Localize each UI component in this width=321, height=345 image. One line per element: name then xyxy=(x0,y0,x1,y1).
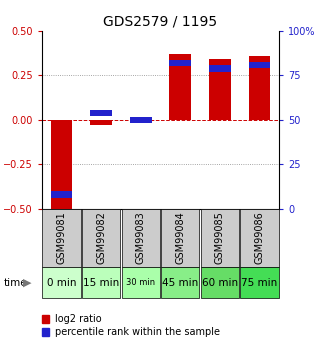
Text: time: time xyxy=(3,278,27,288)
Text: 75 min: 75 min xyxy=(241,278,278,288)
Bar xyxy=(90,110,112,116)
Bar xyxy=(51,191,73,198)
Text: ▶: ▶ xyxy=(23,278,32,288)
Text: 30 min: 30 min xyxy=(126,278,155,287)
Title: GDS2579 / 1195: GDS2579 / 1195 xyxy=(103,14,218,29)
Bar xyxy=(169,54,191,120)
Text: 60 min: 60 min xyxy=(202,278,238,288)
Bar xyxy=(169,60,191,66)
Text: GSM99084: GSM99084 xyxy=(175,212,185,264)
Text: GSM99083: GSM99083 xyxy=(136,212,146,264)
Text: GSM99081: GSM99081 xyxy=(56,212,66,264)
Text: 45 min: 45 min xyxy=(162,278,198,288)
Bar xyxy=(248,56,270,120)
Bar xyxy=(51,120,73,212)
Bar xyxy=(90,120,112,125)
Bar xyxy=(209,65,231,71)
Text: GSM99085: GSM99085 xyxy=(215,211,225,265)
Text: 0 min: 0 min xyxy=(47,278,76,288)
Bar xyxy=(130,117,152,123)
Text: GSM99086: GSM99086 xyxy=(255,212,265,264)
Bar xyxy=(248,62,270,68)
Text: 15 min: 15 min xyxy=(83,278,119,288)
Text: GSM99082: GSM99082 xyxy=(96,211,106,265)
Bar xyxy=(209,59,231,120)
Text: log2 ratio: log2 ratio xyxy=(55,314,102,324)
Text: percentile rank within the sample: percentile rank within the sample xyxy=(55,327,220,337)
